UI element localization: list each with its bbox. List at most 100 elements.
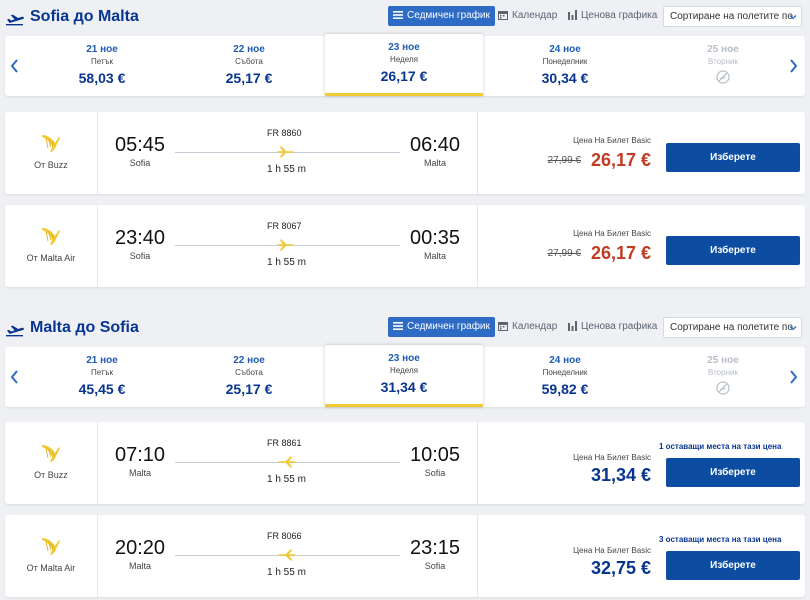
outbound-header: Sofia до Malta Седмичен график Календар … <box>0 6 810 34</box>
date-label: 24 ное <box>549 355 581 366</box>
date-label: 23 ное <box>388 353 420 364</box>
weekday-label: Неделя <box>390 55 418 64</box>
plane-right-icon <box>277 239 294 251</box>
weekday-label: Петък <box>90 368 114 377</box>
price-area: Цена На Билет Basic 27,99 € 26,17 € Избе… <box>477 112 806 194</box>
date-cell[interactable]: 22 ное Събота 25,17 € <box>175 347 323 407</box>
bar-chart-icon <box>568 10 577 21</box>
plane-left-icon <box>278 456 295 468</box>
select-flight-button[interactable]: Изберете <box>666 236 800 265</box>
flight-card: От Buzz 07:10 Malta FR 8861 1 h 55 m 10:… <box>5 422 805 504</box>
sort-select[interactable]: Сортиране на полетите по <box>663 317 802 338</box>
plane-takeoff-icon <box>6 325 24 337</box>
next-week-button[interactable] <box>783 363 805 391</box>
date-price: 58,03 € <box>78 70 126 86</box>
carrier-name: От Malta Air <box>26 563 76 573</box>
date-cell[interactable]: 21 ное Петък 58,03 € <box>27 36 177 96</box>
flight-duration: 1 h 55 m <box>267 474 306 485</box>
chevron-right-icon <box>790 59 798 73</box>
departure-city: Sofia <box>129 158 151 168</box>
select-flight-button[interactable]: Изберете <box>666 458 800 487</box>
weekly-view-button[interactable]: Седмичен график <box>388 317 495 337</box>
date-cell-selected[interactable]: 23 ное Неделя 31,34 € <box>325 345 483 407</box>
select-flight-button[interactable]: Изберете <box>666 551 800 580</box>
date-price: 59,82 € <box>541 381 589 397</box>
date-price: 25,17 € <box>225 70 273 86</box>
date-price: 45,45 € <box>78 381 126 397</box>
flight-card: От Malta Air 20:20 Malta FR 8066 1 h 55 … <box>5 515 805 597</box>
departure-city: Malta <box>128 561 151 571</box>
select-flight-button[interactable]: Изберете <box>666 143 800 172</box>
prev-week-button[interactable] <box>5 52 27 80</box>
selected-indicator <box>325 93 483 96</box>
date-cell[interactable]: 22 ное Събота 25,17 € <box>175 36 323 96</box>
prev-week-button[interactable] <box>5 363 27 391</box>
ryanair-harp-icon <box>42 445 60 462</box>
carrier-name: От Buzz <box>34 160 68 170</box>
ryanair-harp-icon <box>42 228 60 245</box>
calendar-view-button[interactable]: Календар <box>494 317 561 337</box>
fare-price: 32,75 € <box>590 558 651 578</box>
date-label: 22 ное <box>233 355 265 366</box>
ryanair-harp-icon <box>42 135 60 152</box>
no-flights-icon <box>716 70 730 84</box>
flight-number: FR 8067 <box>267 221 302 231</box>
date-label: 25 ное <box>707 44 739 55</box>
date-price: 31,34 € <box>380 379 428 395</box>
price-area: 1 оставащи места на тази цена Цена На Би… <box>477 422 806 504</box>
weekly-view-label: Седмичен график <box>407 321 490 332</box>
arrival-time: 00:35 <box>409 227 461 249</box>
date-cell[interactable]: 24 ное Понеделник 30,34 € <box>487 36 643 96</box>
chevron-left-icon <box>10 370 18 384</box>
chevron-left-icon <box>10 59 18 73</box>
seats-left-note: 1 оставащи места на тази цена <box>659 442 782 451</box>
weekday-label: Неделя <box>390 366 418 375</box>
arrival-city: Malta <box>423 251 446 261</box>
price-chart-button[interactable]: Ценова графика <box>564 6 661 26</box>
flight-card: От Buzz 05:45 Sofia FR 8860 1 h 55 m 06:… <box>5 112 805 194</box>
next-week-button[interactable] <box>783 52 805 80</box>
calendar-view-button[interactable]: Календар <box>494 6 561 26</box>
calendar-view-label: Календар <box>512 10 558 21</box>
weekday-label: Петък <box>90 57 114 66</box>
departure-time: 20:20 <box>114 537 166 559</box>
date-cell-selected[interactable]: 23 ное Неделя 26,17 € <box>325 34 483 96</box>
date-cell-disabled: 25 ное Вторник <box>645 36 801 96</box>
flight-duration: 1 h 55 m <box>267 257 306 268</box>
list-icon <box>393 322 403 331</box>
date-cell[interactable]: 24 ное Понеделник 59,82 € <box>487 347 643 407</box>
sort-label: Сортиране на полетите по <box>670 11 793 22</box>
date-strip: 21 ное Петък 58,03 € 22 ное Събота 25,17… <box>5 34 805 96</box>
sort-select[interactable]: Сортиране на полетите по <box>663 6 802 27</box>
fare-price: 31,34 € <box>590 465 651 485</box>
arrival-time: 23:15 <box>409 537 461 559</box>
carrier-block: От Malta Air <box>5 205 98 287</box>
carrier-block: От Buzz <box>5 422 98 504</box>
weekly-view-label: Седмичен график <box>407 10 490 21</box>
price-chart-label: Ценова графика <box>581 321 658 332</box>
calendar-icon <box>498 322 508 332</box>
weekly-view-button[interactable]: Седмичен график <box>388 6 495 26</box>
weekday-label: Понеделник <box>542 57 588 66</box>
list-icon <box>393 11 403 20</box>
price-chart-button[interactable]: Ценова графика <box>564 317 661 337</box>
route-title: Sofia до Malta <box>30 8 139 25</box>
carrier-block: От Malta Air <box>5 515 98 597</box>
date-cell[interactable]: 21 ное Петък 45,45 € <box>27 347 177 407</box>
calendar-view-label: Календар <box>512 321 558 332</box>
fare-type-label: Цена На Билет Basic <box>573 546 651 555</box>
departure-time: 07:10 <box>114 444 166 466</box>
carrier-block: От Buzz <box>5 112 98 194</box>
inbound-section: Malta до Sofia Седмичен график Календар … <box>0 317 810 600</box>
no-flights-icon <box>716 381 730 395</box>
fare-type-label: Цена На Билет Basic <box>573 453 651 462</box>
date-label: 24 ное <box>549 44 581 55</box>
flight-number: FR 8860 <box>267 128 302 138</box>
departure-time: 23:40 <box>114 227 166 249</box>
price-chart-label: Ценова графика <box>581 10 658 21</box>
weekday-label: Събота <box>235 368 263 377</box>
date-price: 25,17 € <box>225 381 273 397</box>
selected-indicator <box>325 404 483 407</box>
fare-type-label: Цена На Билет Basic <box>573 229 651 238</box>
date-label: 23 ное <box>388 42 420 53</box>
